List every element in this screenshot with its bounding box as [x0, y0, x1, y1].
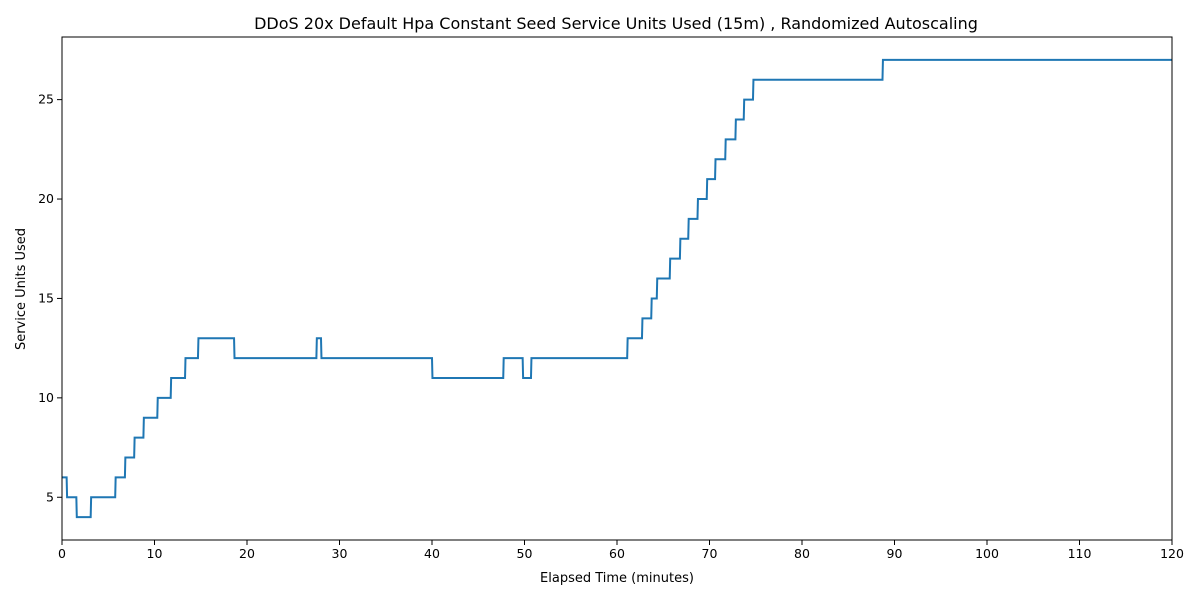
- y-tick-label: 5: [46, 489, 54, 504]
- x-tick-label: 90: [887, 546, 903, 561]
- x-tick-label: 40: [424, 546, 440, 561]
- chart-title: DDoS 20x Default Hpa Constant Seed Servi…: [254, 14, 978, 33]
- x-tick-label: 20: [239, 546, 255, 561]
- axes-frame: [61, 36, 1173, 541]
- x-tick-label: 120: [1160, 546, 1184, 561]
- y-tick-label: 25: [38, 92, 54, 107]
- series-line: [62, 58, 1172, 519]
- x-tick-label: 30: [332, 546, 348, 561]
- x-tick-label: 70: [702, 546, 718, 561]
- y-tick-label: 15: [38, 290, 54, 305]
- y-axis-ticks: 5 10 15 20 25: [38, 92, 62, 504]
- x-axis-ticks: 0 10 20 30 40 50 60 70 80 90 100 110 120: [58, 540, 1184, 561]
- x-tick-label: 50: [517, 546, 533, 561]
- x-tick-label: 110: [1068, 546, 1092, 561]
- plot-area: [61, 36, 1173, 541]
- y-axis-label: Service Units Used: [14, 228, 29, 350]
- x-tick-label: 80: [794, 546, 810, 561]
- x-tick-label: 0: [58, 546, 66, 561]
- y-tick-label: 10: [38, 390, 54, 405]
- y-tick-label: 20: [38, 191, 54, 206]
- x-axis-label: Elapsed Time (minutes): [540, 571, 694, 586]
- x-tick-label: 100: [975, 546, 999, 561]
- x-tick-label: 10: [147, 546, 163, 561]
- x-tick-label: 60: [609, 546, 625, 561]
